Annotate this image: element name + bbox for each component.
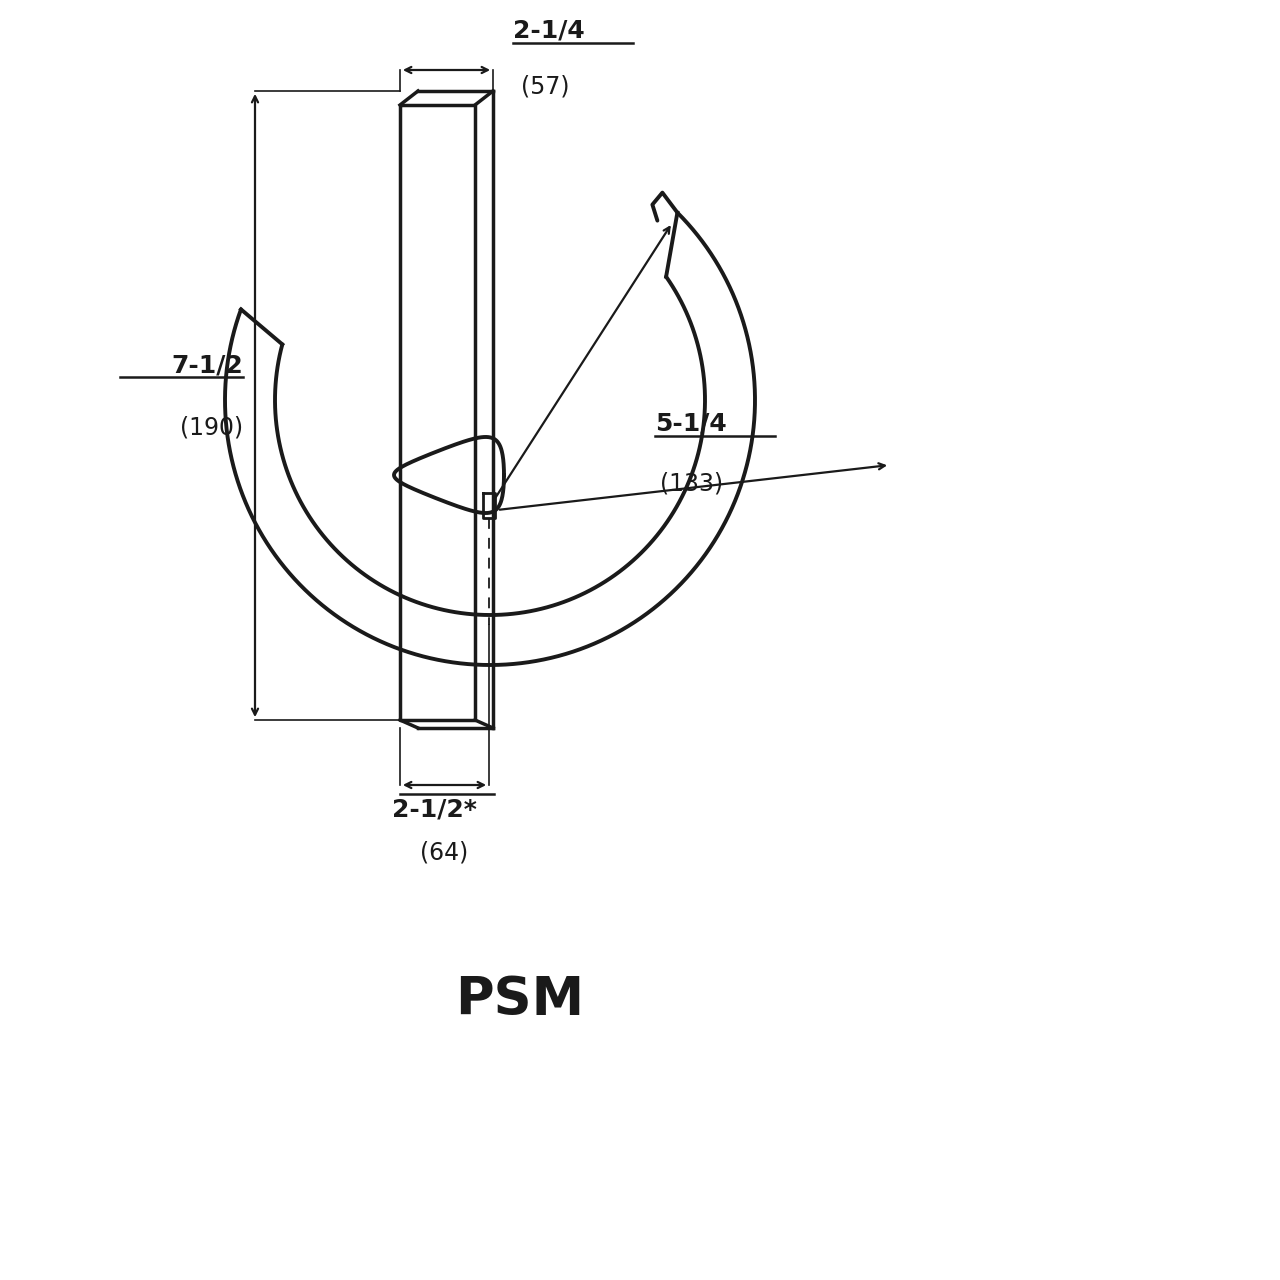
Text: 2-1/2*: 2-1/2* (392, 797, 477, 820)
Text: PSM: PSM (456, 974, 585, 1027)
Text: (64): (64) (420, 840, 468, 864)
Text: (190): (190) (180, 416, 243, 439)
Text: 7-1/2: 7-1/2 (172, 353, 243, 378)
Text: (57): (57) (521, 74, 570, 99)
Text: 5-1/4: 5-1/4 (655, 411, 727, 435)
Text: 2-1/4: 2-1/4 (513, 18, 585, 42)
Text: (133): (133) (660, 471, 723, 495)
